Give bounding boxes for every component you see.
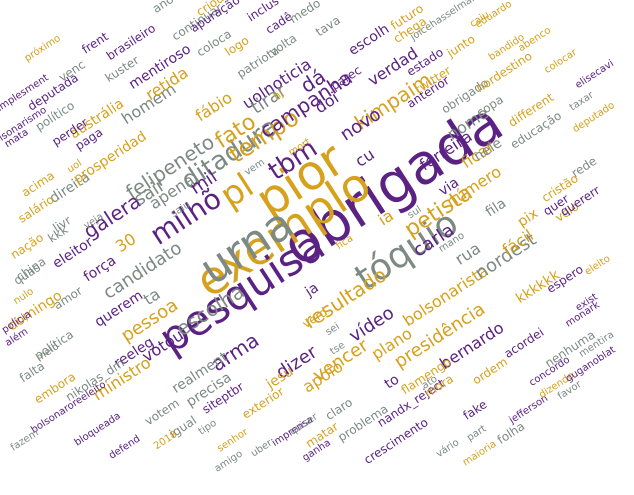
- cloud-word: fake: [460, 397, 490, 423]
- cloud-word: ano: [149, 0, 177, 16]
- cloud-word: tipo: [196, 417, 219, 438]
- cloud-word: medo: [286, 0, 324, 27]
- cloud-word: salário: [15, 192, 57, 226]
- cloud-word: bloqueada: [72, 410, 123, 449]
- cloud-word: taxar: [567, 89, 596, 114]
- cloud-word: ordem: [469, 354, 511, 388]
- cloud-word: eleito: [583, 253, 613, 278]
- cloud-word: maioria: [460, 438, 499, 469]
- cloud-word: part: [465, 423, 489, 444]
- cloud-word: amigo: [212, 448, 245, 475]
- cloud-word: to: [381, 371, 403, 393]
- cloud-word: junto: [444, 31, 478, 61]
- cloud-word: rede: [568, 153, 600, 181]
- cloud-word: elisecavi: [573, 58, 616, 92]
- cloud-word: sei: [323, 321, 342, 339]
- cloud-word: claro: [322, 395, 356, 423]
- cloud-word: fazem: [8, 427, 41, 454]
- cloud-word: fábio: [191, 87, 236, 126]
- cloud-word: defend: [107, 433, 143, 462]
- cloud-word: nordestino: [473, 48, 535, 96]
- cloud-word: escolh: [345, 21, 393, 59]
- cloud-word: tava: [313, 12, 343, 40]
- cloud-word: 30: [112, 229, 140, 257]
- cloud-word: fila: [482, 195, 510, 221]
- cloud-word: pix: [514, 205, 542, 231]
- cloud-word: colocar: [542, 47, 579, 77]
- cloud-word: senhor: [215, 426, 251, 455]
- cloud-word: abenco: [516, 25, 554, 55]
- cloud-word: falta: [16, 358, 48, 386]
- cloud-word: acordei: [501, 325, 547, 361]
- cloud-word: 2018: [152, 429, 180, 453]
- cloud-word: vário: [434, 437, 462, 461]
- cloud-word: ja: [302, 279, 322, 301]
- cloud-word: próximo: [22, 32, 63, 65]
- cloud-word: novo: [336, 103, 385, 146]
- cloud-word: quas: [11, 260, 43, 288]
